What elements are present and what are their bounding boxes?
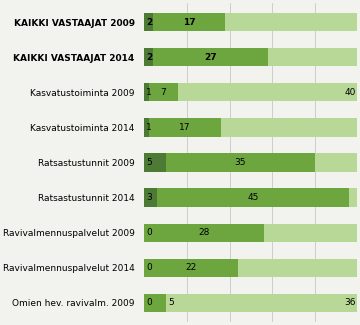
Bar (153, 13, 225, 31)
Text: 36: 36 (344, 298, 356, 307)
Bar (153, 48, 268, 66)
Bar (144, 259, 357, 277)
Text: 7: 7 (161, 88, 166, 97)
Bar (144, 13, 153, 31)
Text: 40: 40 (344, 88, 356, 97)
Bar (149, 83, 179, 101)
Bar (149, 118, 221, 136)
Bar (144, 294, 166, 312)
Bar (166, 153, 315, 172)
Text: 1: 1 (146, 123, 152, 132)
Text: 28: 28 (198, 228, 210, 237)
Bar (144, 48, 357, 66)
Text: 27: 27 (204, 53, 217, 62)
Text: 2: 2 (146, 18, 152, 27)
Bar (157, 188, 349, 207)
Bar (144, 224, 357, 242)
Bar (144, 48, 153, 66)
Bar (144, 83, 149, 101)
Text: 5: 5 (146, 158, 152, 167)
Bar (144, 294, 357, 312)
Bar (144, 259, 238, 277)
Bar (144, 224, 264, 242)
Bar (144, 13, 357, 31)
Bar (144, 188, 157, 207)
Bar (144, 188, 357, 207)
Text: 1: 1 (146, 88, 152, 97)
Text: 0: 0 (146, 298, 152, 307)
Bar (144, 153, 166, 172)
Text: 22: 22 (185, 263, 197, 272)
Text: 2: 2 (146, 53, 152, 62)
Text: 45: 45 (247, 193, 258, 202)
Text: 17: 17 (179, 123, 190, 132)
Text: 35: 35 (234, 158, 246, 167)
Text: 0: 0 (146, 263, 152, 272)
Bar (144, 118, 357, 136)
Text: 0: 0 (146, 228, 152, 237)
Bar (144, 83, 357, 101)
Text: 5: 5 (168, 298, 174, 307)
Text: 3: 3 (146, 193, 152, 202)
Bar (144, 118, 149, 136)
Text: 17: 17 (183, 18, 195, 27)
Bar (144, 153, 357, 172)
